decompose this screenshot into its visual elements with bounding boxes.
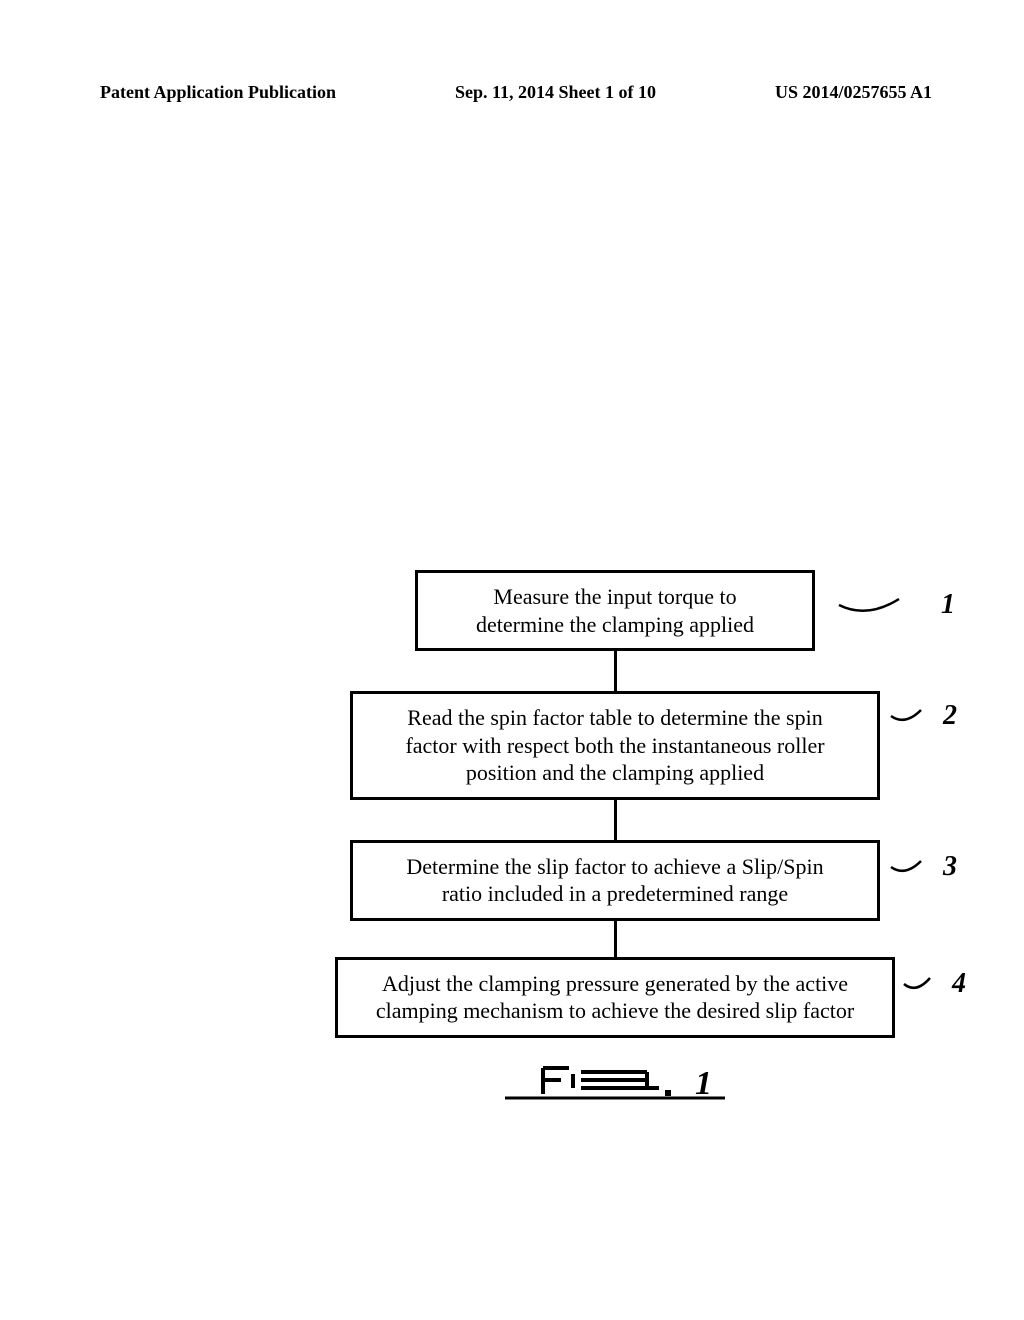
header-left: Patent Application Publication <box>100 82 336 103</box>
ref-label-2: 2 <box>943 698 957 733</box>
ref-callout-3: 3 <box>889 853 937 881</box>
ref-label-1: 1 <box>941 587 955 622</box>
ref-label-3: 3 <box>943 849 957 884</box>
page-figure-area: Measure the input torque todetermine the… <box>105 130 925 1210</box>
page-header: Patent Application Publication Sep. 11, … <box>0 82 1024 103</box>
flow-box-4: Adjust the clamping pressure generated b… <box>335 957 895 1038</box>
connector-2-3 <box>614 800 617 840</box>
ref-callout-2: 2 <box>889 702 937 730</box>
flow-box-3-text: Determine the slip factor to achieve a S… <box>406 854 823 907</box>
ref-label-4: 4 <box>952 966 966 1001</box>
patent-page: Patent Application Publication Sep. 11, … <box>0 0 1024 1320</box>
header-right: US 2014/0257655 A1 <box>775 82 932 103</box>
connector-3-4 <box>614 921 617 957</box>
flow-box-2-text: Read the spin factor table to determine … <box>405 705 824 785</box>
flow-box-4-text: Adjust the clamping pressure generated b… <box>376 971 854 1024</box>
flow-box-3: Determine the slip factor to achieve a S… <box>350 840 880 921</box>
ref-callout-1: 1 <box>837 591 927 621</box>
connector-1-2 <box>614 651 617 691</box>
flowchart: Measure the input torque todetermine the… <box>305 570 925 1038</box>
flow-box-1-text: Measure the input torque todetermine the… <box>476 584 754 637</box>
flow-box-1: Measure the input torque todetermine the… <box>415 570 815 651</box>
flow-box-2: Read the spin factor table to determine … <box>350 691 880 800</box>
figure-label: 1 <box>465 1058 765 1108</box>
header-center: Sep. 11, 2014 Sheet 1 of 10 <box>455 82 656 103</box>
svg-text:1: 1 <box>695 1065 712 1102</box>
ref-callout-4: 4 <box>902 970 944 998</box>
